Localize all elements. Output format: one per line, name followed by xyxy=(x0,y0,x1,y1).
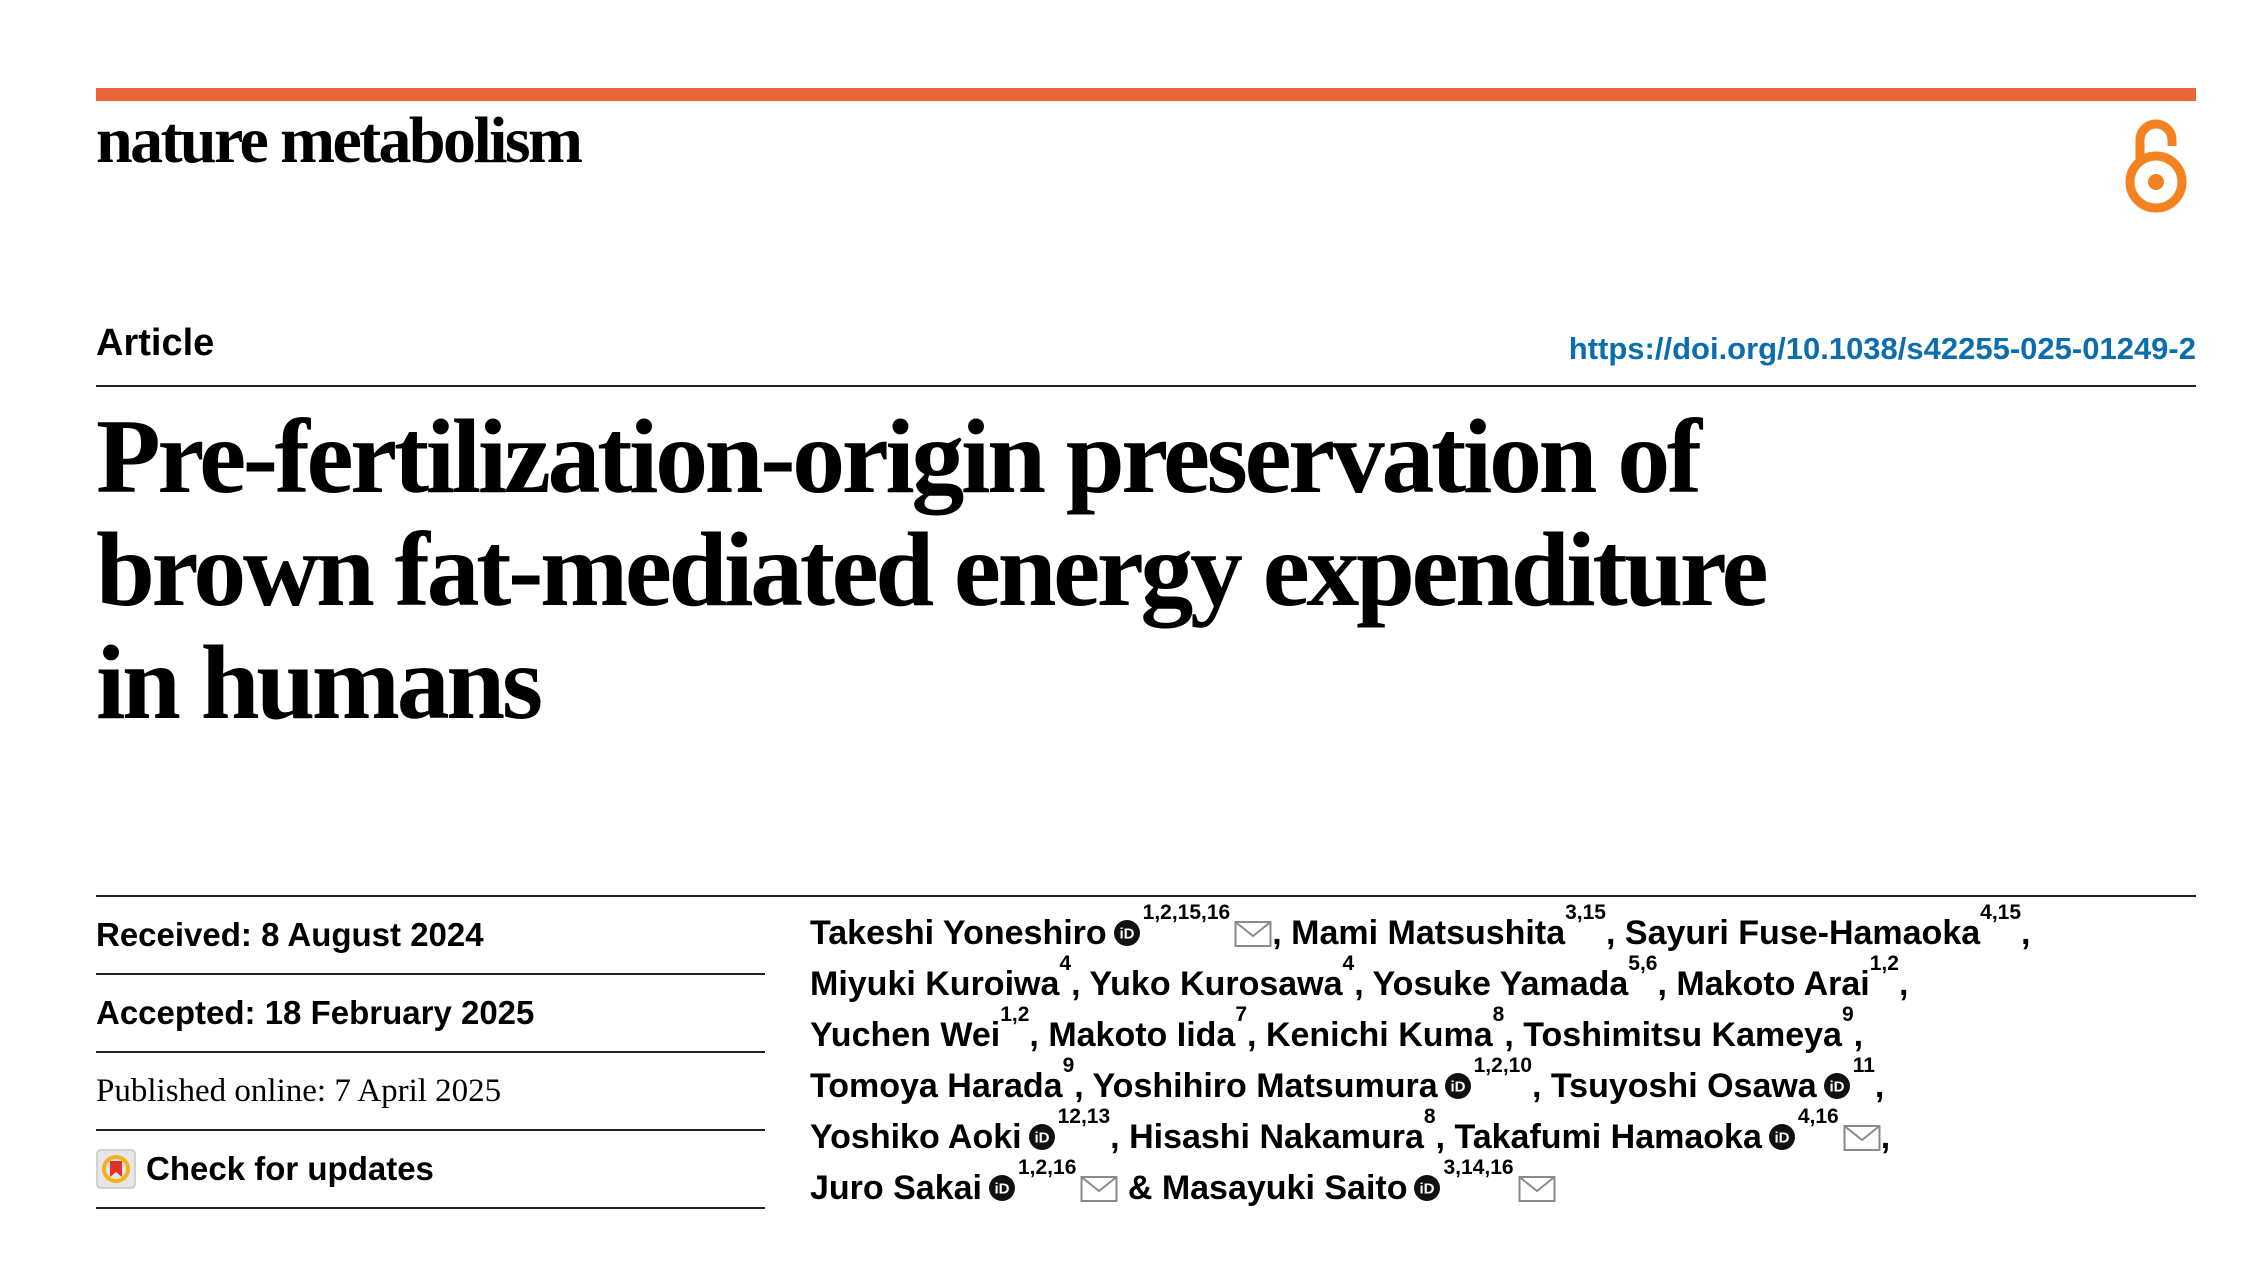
author-name[interactable]: Takafumi Hamaoka xyxy=(1454,1118,1762,1156)
author-name[interactable]: Masayuki Saito xyxy=(1161,1169,1408,1207)
orcid-icon[interactable]: iD xyxy=(1028,1115,1056,1150)
author-line: Takeshi Yoneshiro iD 1,2,15,16, Mami Matsu… xyxy=(810,902,2200,959)
author-name[interactable]: Hisashi Nakamura xyxy=(1129,1118,1424,1156)
affiliation-numbers[interactable]: 4,15 xyxy=(1980,901,2022,924)
mail-icon[interactable] xyxy=(1518,1167,1556,1202)
divider xyxy=(96,895,2196,897)
title-line: in humans xyxy=(96,624,543,741)
author-separator: & xyxy=(1118,1169,1162,1207)
orcid-icon[interactable]: iD xyxy=(1768,1115,1796,1150)
author-line: Tomoya Harada9, Yoshihiro Matsumura iD 1,2… xyxy=(810,1055,2200,1112)
svg-text:iD: iD xyxy=(1119,926,1134,943)
article-title: Pre-fertilization-origin preservation of… xyxy=(96,400,2176,739)
orcid-icon[interactable]: iD xyxy=(1823,1064,1851,1099)
affiliation-numbers[interactable]: 1,2 xyxy=(1869,952,1899,975)
affiliation-numbers[interactable]: 4 xyxy=(1342,952,1355,975)
author-separator: , xyxy=(1435,1118,1455,1156)
doi-link[interactable]: https://doi.org/10.1038/s42255-025-01249… xyxy=(1568,331,2196,366)
author-separator: , xyxy=(2021,914,2031,952)
affiliation-numbers[interactable]: 1,2,16 xyxy=(1017,1156,1077,1179)
author-name[interactable]: Makoto Iida xyxy=(1048,1016,1236,1054)
svg-text:iD: iD xyxy=(1034,1130,1049,1147)
affiliation-numbers[interactable]: 1,2,15,16 xyxy=(1142,901,1231,924)
author-line: Yuchen Wei1,2, Makoto Iida7, Kenichi Kum… xyxy=(810,1004,2200,1061)
orcid-icon[interactable]: iD xyxy=(988,1166,1016,1201)
affiliation-numbers[interactable]: 3,15 xyxy=(1565,901,1606,924)
journal-accent-bar xyxy=(96,88,2196,101)
author-separator: , xyxy=(1853,1016,1864,1054)
mail-icon[interactable] xyxy=(1234,912,1272,947)
open-access-icon xyxy=(2125,119,2187,213)
affiliation-numbers[interactable]: 8 xyxy=(1492,1003,1505,1026)
author-name[interactable]: Yosuke Yamada xyxy=(1372,965,1629,1003)
author-separator: , xyxy=(1110,1118,1130,1156)
published-date: Published online: 7 April 2025 xyxy=(96,1053,765,1131)
check-for-updates-label: Check for updates xyxy=(146,1150,434,1187)
affiliation-numbers[interactable]: 9 xyxy=(1841,1003,1854,1026)
author-name[interactable]: Tsuyoshi Osawa xyxy=(1550,1067,1817,1105)
author-name[interactable]: Takeshi Yoneshiro xyxy=(810,914,1107,952)
affiliation-numbers[interactable]: 7 xyxy=(1235,1003,1248,1026)
check-for-updates-button[interactable]: Check for updates xyxy=(96,1131,765,1209)
author-name[interactable]: Mami Matsushita xyxy=(1291,914,1566,952)
author-separator: , xyxy=(1898,965,1909,1003)
author-name[interactable]: Makoto Arai xyxy=(1676,965,1870,1003)
author-separator: , xyxy=(1504,1016,1524,1054)
author-separator: , xyxy=(1071,965,1090,1003)
mail-icon[interactable] xyxy=(1843,1116,1881,1151)
affiliation-numbers[interactable]: 1,2 xyxy=(1000,1003,1030,1026)
author-line: Yoshiko Aoki iD 12,13, Hisashi Nakamura8, … xyxy=(810,1106,2200,1163)
affiliation-numbers[interactable]: 3,14,16 xyxy=(1443,1156,1514,1179)
author-separator: , xyxy=(1074,1067,1093,1105)
received-date: Received: 8 August 2024 xyxy=(96,897,765,975)
author-separator: , xyxy=(1532,1067,1551,1105)
article-dates: Received: 8 August 2024 Accepted: 18 Feb… xyxy=(96,897,765,1209)
author-separator: , xyxy=(1354,965,1373,1003)
author-separator: , xyxy=(1657,965,1677,1003)
author-line: Miyuki Kuroiwa4, Yuko Kurosawa4, Yosuke … xyxy=(810,953,2200,1010)
author-name[interactable]: Sayuri Fuse-Hamaoka xyxy=(1624,914,1981,952)
author-separator: , xyxy=(1272,914,1292,952)
affiliation-numbers[interactable]: 11 xyxy=(1852,1054,1875,1077)
affiliation-numbers[interactable]: 9 xyxy=(1062,1054,1075,1077)
affiliation-numbers[interactable]: 4 xyxy=(1059,952,1072,975)
title-line: brown fat-mediated energy expenditure xyxy=(96,511,1769,628)
author-name[interactable]: Juro Sakai xyxy=(810,1169,982,1207)
affiliation-numbers[interactable]: 8 xyxy=(1423,1105,1436,1128)
orcid-icon[interactable]: iD xyxy=(1413,1166,1441,1201)
title-line: Pre-fertilization-origin preservation of xyxy=(96,398,1702,515)
author-name[interactable]: Yoshiko Aoki xyxy=(810,1118,1022,1156)
author-name[interactable]: Kenichi Kuma xyxy=(1265,1016,1493,1054)
author-separator: , xyxy=(1874,1067,1885,1105)
svg-text:iD: iD xyxy=(1450,1079,1465,1096)
affiliation-numbers[interactable]: 12,13 xyxy=(1057,1105,1111,1128)
journal-name[interactable]: nature metabolism xyxy=(96,104,583,177)
author-separator: , xyxy=(1029,1016,1049,1054)
author-separator: , xyxy=(1880,1118,1891,1156)
check-for-updates-icon xyxy=(96,1149,136,1189)
svg-text:iD: iD xyxy=(1420,1181,1435,1198)
author-name[interactable]: Yuko Kurosawa xyxy=(1089,965,1343,1003)
affiliation-numbers[interactable]: 5,6 xyxy=(1628,952,1658,975)
author-list: Takeshi Yoneshiro iD 1,2,15,16, Mami Matsu… xyxy=(810,902,2200,1214)
accepted-date: Accepted: 18 February 2025 xyxy=(96,975,765,1053)
author-separator: , xyxy=(1605,914,1625,952)
author-separator: , xyxy=(1247,1016,1266,1054)
svg-text:iD: iD xyxy=(1829,1079,1844,1096)
affiliation-numbers[interactable]: 1,2,10 xyxy=(1473,1054,1533,1077)
svg-text:iD: iD xyxy=(994,1181,1009,1198)
affiliation-numbers[interactable]: 4,16 xyxy=(1797,1105,1839,1128)
orcid-icon[interactable]: iD xyxy=(1113,911,1141,946)
author-name[interactable]: Miyuki Kuroiwa xyxy=(810,965,1060,1003)
author-name[interactable]: Tomoya Harada xyxy=(810,1067,1063,1105)
svg-text:iD: iD xyxy=(1774,1130,1789,1147)
author-name[interactable]: Yoshihiro Matsumura xyxy=(1092,1067,1438,1105)
article-type: Article xyxy=(96,322,215,364)
orcid-icon[interactable]: iD xyxy=(1444,1064,1472,1099)
author-line: Juro Sakai iD 1,2,16 & Masayuki Saito iD 3,1… xyxy=(810,1157,2200,1214)
author-name[interactable]: Toshimitsu Kameya xyxy=(1523,1016,1842,1054)
divider xyxy=(96,385,2196,387)
mail-icon[interactable] xyxy=(1080,1167,1118,1202)
author-name[interactable]: Yuchen Wei xyxy=(810,1016,1001,1054)
